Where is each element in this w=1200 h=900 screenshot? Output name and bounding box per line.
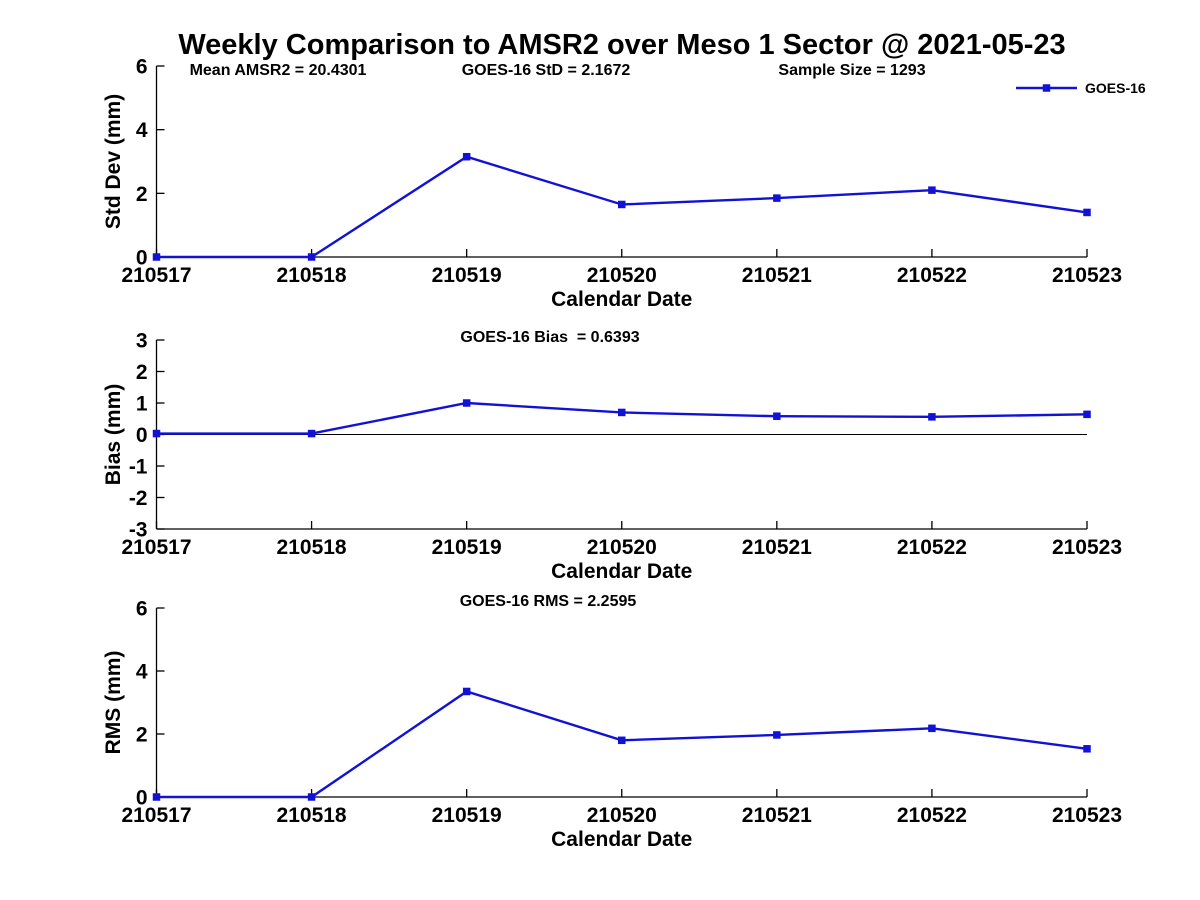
x-tick-label: 210520: [587, 264, 657, 287]
x-tick-label: 210522: [897, 536, 967, 559]
data-point-marker: [773, 194, 781, 202]
x-tick-label: 210521: [742, 536, 812, 559]
x-axis-label: Calendar Date: [551, 828, 692, 851]
data-point-marker: [773, 731, 781, 739]
data-point-marker: [928, 724, 936, 733]
data-point-marker: [618, 736, 626, 745]
data-point-marker: [618, 200, 626, 209]
x-tick-label: 210517: [121, 804, 191, 827]
series-line: [156, 401, 1088, 435]
data-point-marker: [152, 253, 161, 261]
data-point-marker: [307, 793, 316, 801]
x-tick-label: 210519: [432, 536, 502, 559]
annotation: Mean AMSR2 = 20.4301: [190, 62, 367, 79]
y-axis-label: RMS (mm): [102, 651, 125, 755]
data-point-marker: [1083, 745, 1091, 753]
x-tick-label: 210518: [277, 804, 347, 827]
series-line: [156, 690, 1088, 799]
chart-rms: 0 2 4 6 210517 210518 210519 210520 210521 210522…: [102, 593, 1122, 851]
annotation: Sample Size = 1293: [778, 62, 925, 79]
annotation: GOES-16 Bias = 0.6393: [460, 329, 639, 346]
x-tick-label: 210520: [587, 804, 657, 827]
y-tick-label: -3: [129, 519, 148, 542]
x-tick-label: 210518: [277, 264, 347, 287]
legend: GOES-16: [1016, 80, 1146, 96]
data-point-marker: [307, 253, 316, 261]
data-point-marker: [928, 413, 936, 421]
x-axis-label: Calendar Date: [551, 560, 692, 583]
data-point-marker: [773, 412, 781, 420]
y-tick-label: 0: [136, 247, 148, 270]
y-tick-label: 4: [136, 119, 148, 142]
y-axis-label: Std Dev (mm): [102, 94, 125, 229]
x-tick-label: 210517: [121, 264, 191, 287]
annotation: GOES-16 RMS = 2.2595: [460, 593, 637, 610]
y-tick-label: 6: [136, 56, 148, 79]
x-tick-label: 210520: [587, 536, 657, 559]
data-point-marker: [462, 687, 471, 696]
y-axis-label: Bias (mm): [102, 384, 125, 486]
data-point-marker: [462, 399, 471, 407]
x-tick-label: 210518: [277, 536, 347, 559]
data-point-marker: [928, 186, 936, 194]
x-tick-label: 210522: [897, 264, 967, 287]
y-tick-label: 0: [136, 787, 148, 810]
annotation: GOES-16 StD = 2.1672: [462, 62, 631, 79]
data-point-marker: [307, 429, 316, 438]
x-tick-label: 210523: [1052, 536, 1122, 559]
x-tick-label: 210521: [742, 264, 812, 287]
y-tick-label: 0: [136, 424, 148, 447]
data-point-marker: [152, 429, 161, 438]
y-tick-label: 4: [136, 661, 148, 684]
y-tick-label: 1: [136, 393, 148, 416]
legend-marker: [1042, 84, 1051, 92]
x-tick-label: 210521: [742, 804, 812, 827]
data-point-marker: [152, 793, 161, 801]
x-axis-label: Calendar Date: [551, 288, 692, 311]
y-tick-label: 3: [136, 330, 148, 353]
chart-bias: -3 -2 -1 0 1 2 3 210517 210518 210519 210520 210521…: [102, 329, 1122, 583]
x-tick-label: 210519: [432, 804, 502, 827]
x-tick-label: 210523: [1052, 264, 1122, 287]
y-tick-label: -2: [129, 487, 148, 510]
y-tick-label: 2: [136, 183, 148, 206]
data-point-marker: [1083, 208, 1091, 217]
figure-title: Weekly Comparison to AMSR2 over Meso 1 S…: [178, 29, 1066, 61]
data-point-marker: [462, 152, 471, 161]
x-tick-label: 210523: [1052, 804, 1122, 827]
x-tick-label: 210519: [432, 264, 502, 287]
y-tick-label: 2: [136, 361, 148, 384]
y-tick-label: 6: [136, 598, 148, 621]
y-tick-label: 2: [136, 724, 148, 747]
data-point-marker: [618, 408, 626, 417]
y-tick-label: -1: [129, 456, 148, 479]
chart-std-dev: 0 2 4 6 210517 210518 210519 210520 210521 210522…: [102, 56, 1122, 312]
x-tick-label: 210517: [121, 536, 191, 559]
data-point-marker: [1083, 410, 1091, 419]
x-tick-label: 210522: [897, 804, 967, 827]
legend-label: GOES-16: [1085, 80, 1146, 96]
